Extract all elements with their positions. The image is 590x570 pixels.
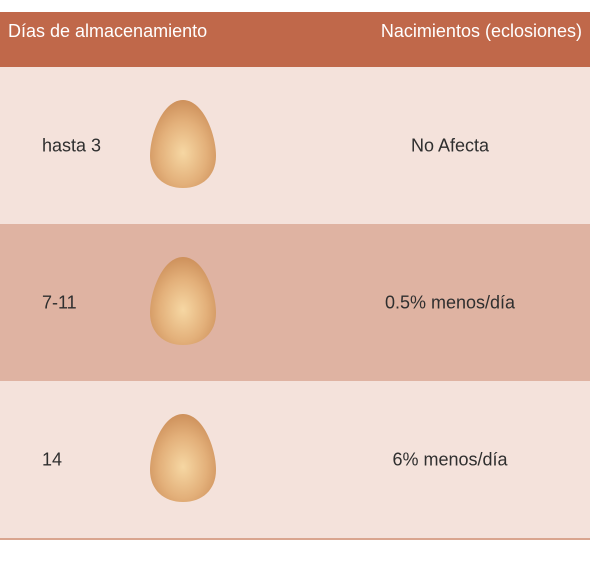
row-days: 14 bbox=[42, 449, 63, 469]
egg-icon bbox=[150, 100, 216, 188]
table-row: hasta 3 No Afecta bbox=[0, 67, 590, 224]
egg-icon bbox=[150, 257, 216, 345]
table-row: 7-11 0.5% menos/día bbox=[0, 224, 590, 381]
table-header: Días de almacenamiento Nacimientos (eclo… bbox=[0, 12, 590, 67]
table-row: 14 6% menos/día bbox=[0, 381, 590, 538]
egg-icon bbox=[150, 414, 216, 502]
row-result: 6% menos/día bbox=[392, 449, 508, 469]
row-days: hasta 3 bbox=[42, 135, 102, 155]
storage-table: Días de almacenamiento Nacimientos (eclo… bbox=[0, 12, 590, 540]
table-bottom-border bbox=[0, 538, 590, 540]
row-days: 7-11 bbox=[42, 292, 77, 312]
header-births: Nacimientos (eclosiones) bbox=[380, 21, 582, 41]
row-result: No Afecta bbox=[410, 135, 490, 155]
header-days: Días de almacenamiento bbox=[8, 21, 208, 41]
row-result: 0.5% menos/día bbox=[384, 292, 516, 312]
